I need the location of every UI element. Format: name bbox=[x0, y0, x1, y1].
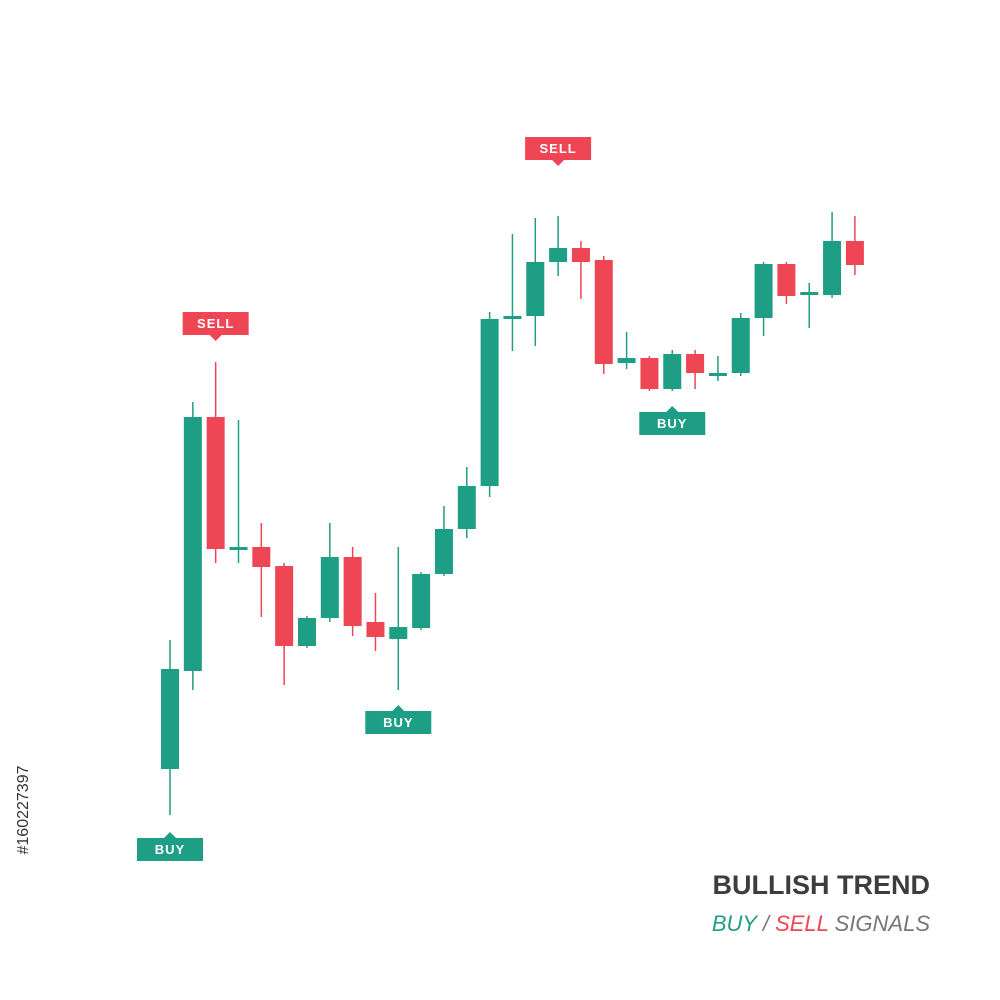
side-text: #160227397 bbox=[15, 765, 32, 854]
signal-box bbox=[182, 312, 249, 335]
candle-body bbox=[571, 248, 590, 262]
candle-body bbox=[640, 358, 659, 389]
chart-subtitle: BUY / SELL SIGNALS bbox=[712, 911, 930, 936]
candle-body bbox=[526, 262, 545, 316]
candle-body bbox=[754, 264, 773, 318]
candle-body bbox=[663, 354, 682, 389]
candle-body bbox=[229, 547, 248, 550]
candle-body bbox=[206, 417, 225, 549]
candle-body bbox=[617, 358, 636, 363]
candle-body bbox=[731, 318, 750, 373]
candle-body bbox=[823, 241, 842, 295]
signal-pointer bbox=[209, 335, 222, 341]
signal-pointer bbox=[392, 705, 405, 711]
candle-body bbox=[708, 373, 727, 376]
signal-label: BUY bbox=[657, 416, 687, 431]
signal-pointer bbox=[552, 160, 565, 166]
candle-body bbox=[800, 292, 819, 295]
signal-pointer bbox=[164, 832, 176, 838]
signal-label: SELL bbox=[197, 316, 234, 331]
signal-box bbox=[525, 137, 592, 160]
candle-body bbox=[480, 319, 499, 486]
signal-box bbox=[137, 838, 203, 861]
candle-body bbox=[161, 669, 179, 769]
candle-body bbox=[297, 618, 316, 646]
candle-body bbox=[343, 557, 362, 626]
candle-body bbox=[366, 622, 385, 637]
candle-body bbox=[434, 529, 453, 574]
subtitle-buy: BUY bbox=[712, 911, 759, 936]
chart-title: BULLISH TREND bbox=[713, 870, 931, 900]
candle-body bbox=[457, 486, 476, 529]
candle-body bbox=[252, 547, 271, 567]
signal-box bbox=[639, 412, 706, 435]
signal-label: SELL bbox=[539, 141, 576, 156]
signal-pointer bbox=[666, 406, 679, 412]
candle-body bbox=[777, 264, 796, 296]
candle-body bbox=[389, 627, 408, 639]
subtitle-separator: / bbox=[761, 911, 771, 936]
candle-body bbox=[549, 248, 568, 262]
candle-body bbox=[845, 241, 864, 265]
candle-body bbox=[320, 557, 339, 618]
candle-body bbox=[183, 417, 202, 671]
signal-box bbox=[365, 711, 432, 734]
candle-body bbox=[275, 566, 294, 646]
candle-body bbox=[686, 354, 705, 373]
subtitle-rest: SIGNALS bbox=[835, 911, 931, 936]
signal-label: BUY bbox=[383, 715, 413, 730]
subtitle-sell: SELL bbox=[775, 911, 828, 936]
signal-label: BUY bbox=[155, 842, 185, 857]
candle-body bbox=[412, 574, 431, 628]
candle-body bbox=[594, 260, 613, 364]
candle-body bbox=[503, 316, 522, 319]
